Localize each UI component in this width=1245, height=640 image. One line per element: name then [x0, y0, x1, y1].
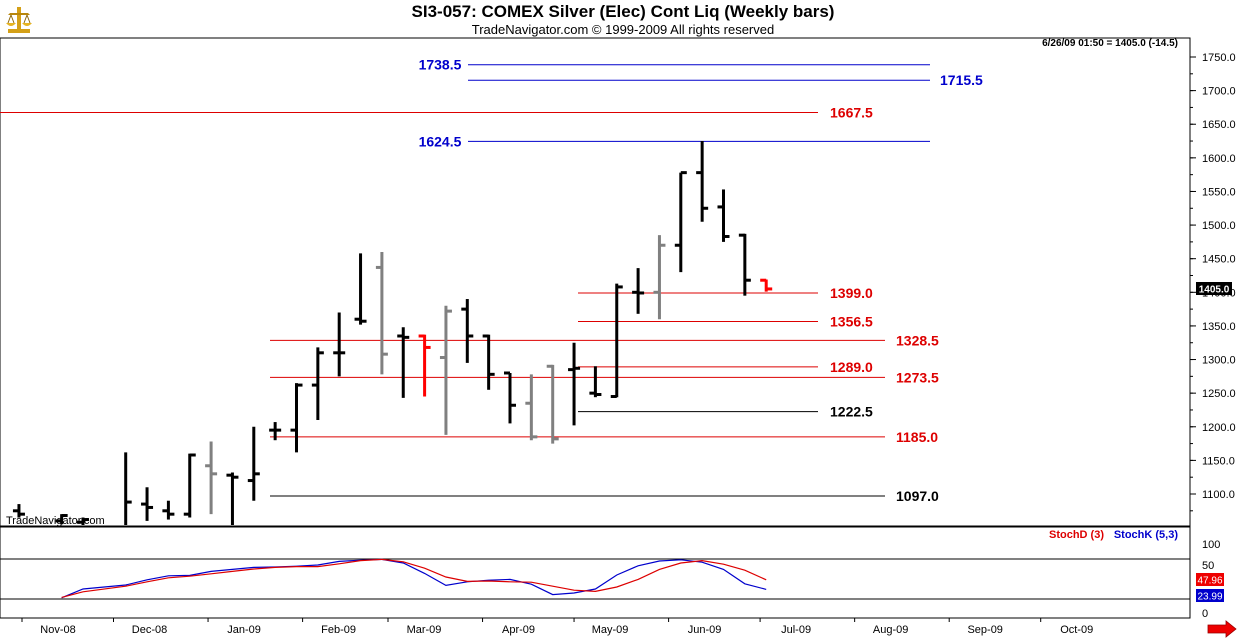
- stochd-legend: StochD (3): [1049, 529, 1104, 541]
- time-axis-label: Feb-09: [321, 624, 356, 636]
- last-price-label: 1405.0: [1199, 285, 1230, 296]
- price-axis-label: 1300.0: [1202, 355, 1236, 367]
- price-bars: [12, 141, 773, 525]
- price-axis-label: 1550.0: [1202, 186, 1236, 198]
- balance-scale-icon: [6, 7, 32, 33]
- price-axis-label: 1650.0: [1202, 119, 1236, 131]
- level-label: 1273.5: [896, 369, 939, 385]
- watermark: TradeNavigator.com: [6, 515, 105, 527]
- time-axis-label: Sep-09: [967, 624, 1002, 636]
- price-axis-label: 1250.0: [1202, 388, 1236, 400]
- time-axis-label: Jul-09: [781, 624, 811, 636]
- level-label: 1738.5: [419, 57, 462, 73]
- time-axis-label: May-09: [592, 624, 629, 636]
- price-axis-label: 1450.0: [1202, 254, 1236, 266]
- price-axis-label: 1100.0: [1202, 489, 1235, 501]
- time-axis-label: Oct-09: [1060, 624, 1093, 636]
- stochd-line: [61, 558, 767, 598]
- level-label: 1185.0: [896, 429, 938, 445]
- price-axis: 1100.01150.01200.01250.01300.01350.01400…: [1190, 52, 1236, 512]
- stochk-value: 23.99: [1197, 592, 1222, 603]
- time-axis-label: Apr-09: [502, 624, 535, 636]
- price-axis-label: 1700.0: [1202, 86, 1236, 98]
- level-label: 1715.5: [940, 72, 983, 88]
- stoch-axis: 100 50 0: [1202, 539, 1220, 620]
- level-label: 1667.5: [830, 104, 873, 120]
- level-label: 1399.0: [830, 285, 873, 301]
- chart-title: SI3-057: COMEX Silver (Elec) Cont Liq (W…: [412, 2, 835, 21]
- time-axis: Nov-08 Dec-08 Jan-09 Feb-09 Mar-09 Apr-09 May-…: [21, 618, 1093, 636]
- right-arrow-icon[interactable]: [1207, 620, 1237, 638]
- time-axis-label: Aug-09: [873, 624, 908, 636]
- stochk-legend: StochK (5,3): [1114, 529, 1179, 541]
- level-label: 1222.5: [830, 404, 873, 420]
- last-price-marker: 1405.0: [1196, 282, 1232, 296]
- stochd-value: 47.96: [1197, 576, 1222, 587]
- level-label: 1289.0: [830, 359, 873, 375]
- stochk-value-marker: 23.99: [1196, 589, 1224, 603]
- stoch-axis-label: 50: [1202, 560, 1214, 572]
- stochk-line: [61, 558, 767, 599]
- price-axis-label: 1750.0: [1202, 52, 1236, 64]
- stoch-axis-label: 100: [1202, 539, 1220, 551]
- level-lines: 1738.5 1715.5 1667.5 1624.5 1399.0 1356.5 1328…: [0, 57, 983, 504]
- time-axis-label: Nov-08: [40, 624, 75, 636]
- level-label: 1356.5: [830, 314, 873, 330]
- price-axis-label: 1500.0: [1202, 220, 1236, 232]
- time-axis-label: Dec-08: [132, 624, 167, 636]
- time-axis-label: Jan-09: [227, 624, 261, 636]
- stoch-panel: [0, 526, 1191, 619]
- level-label: 1097.0: [896, 488, 939, 504]
- level-label: 1328.5: [896, 332, 939, 348]
- stochd-value-marker: 47.96: [1196, 573, 1224, 587]
- stoch-lines: [61, 558, 767, 599]
- time-axis-label: Mar-09: [407, 624, 442, 636]
- time-axis-label: Jun-09: [688, 624, 722, 636]
- level-label: 1624.5: [419, 133, 462, 149]
- price-axis-label: 1150.0: [1202, 455, 1235, 467]
- price-axis-label: 1350.0: [1202, 321, 1236, 333]
- quote-stamp: 6/26/09 01:50 = 1405.0 (-14.5): [1042, 38, 1178, 49]
- stoch-axis-label: 0: [1202, 608, 1208, 620]
- chart-subtitle: TradeNavigator.com © 1999-2009 All right…: [472, 22, 774, 37]
- price-axis-label: 1600.0: [1202, 153, 1236, 165]
- price-panel: [0, 37, 1191, 527]
- price-axis-label: 1200.0: [1202, 422, 1236, 434]
